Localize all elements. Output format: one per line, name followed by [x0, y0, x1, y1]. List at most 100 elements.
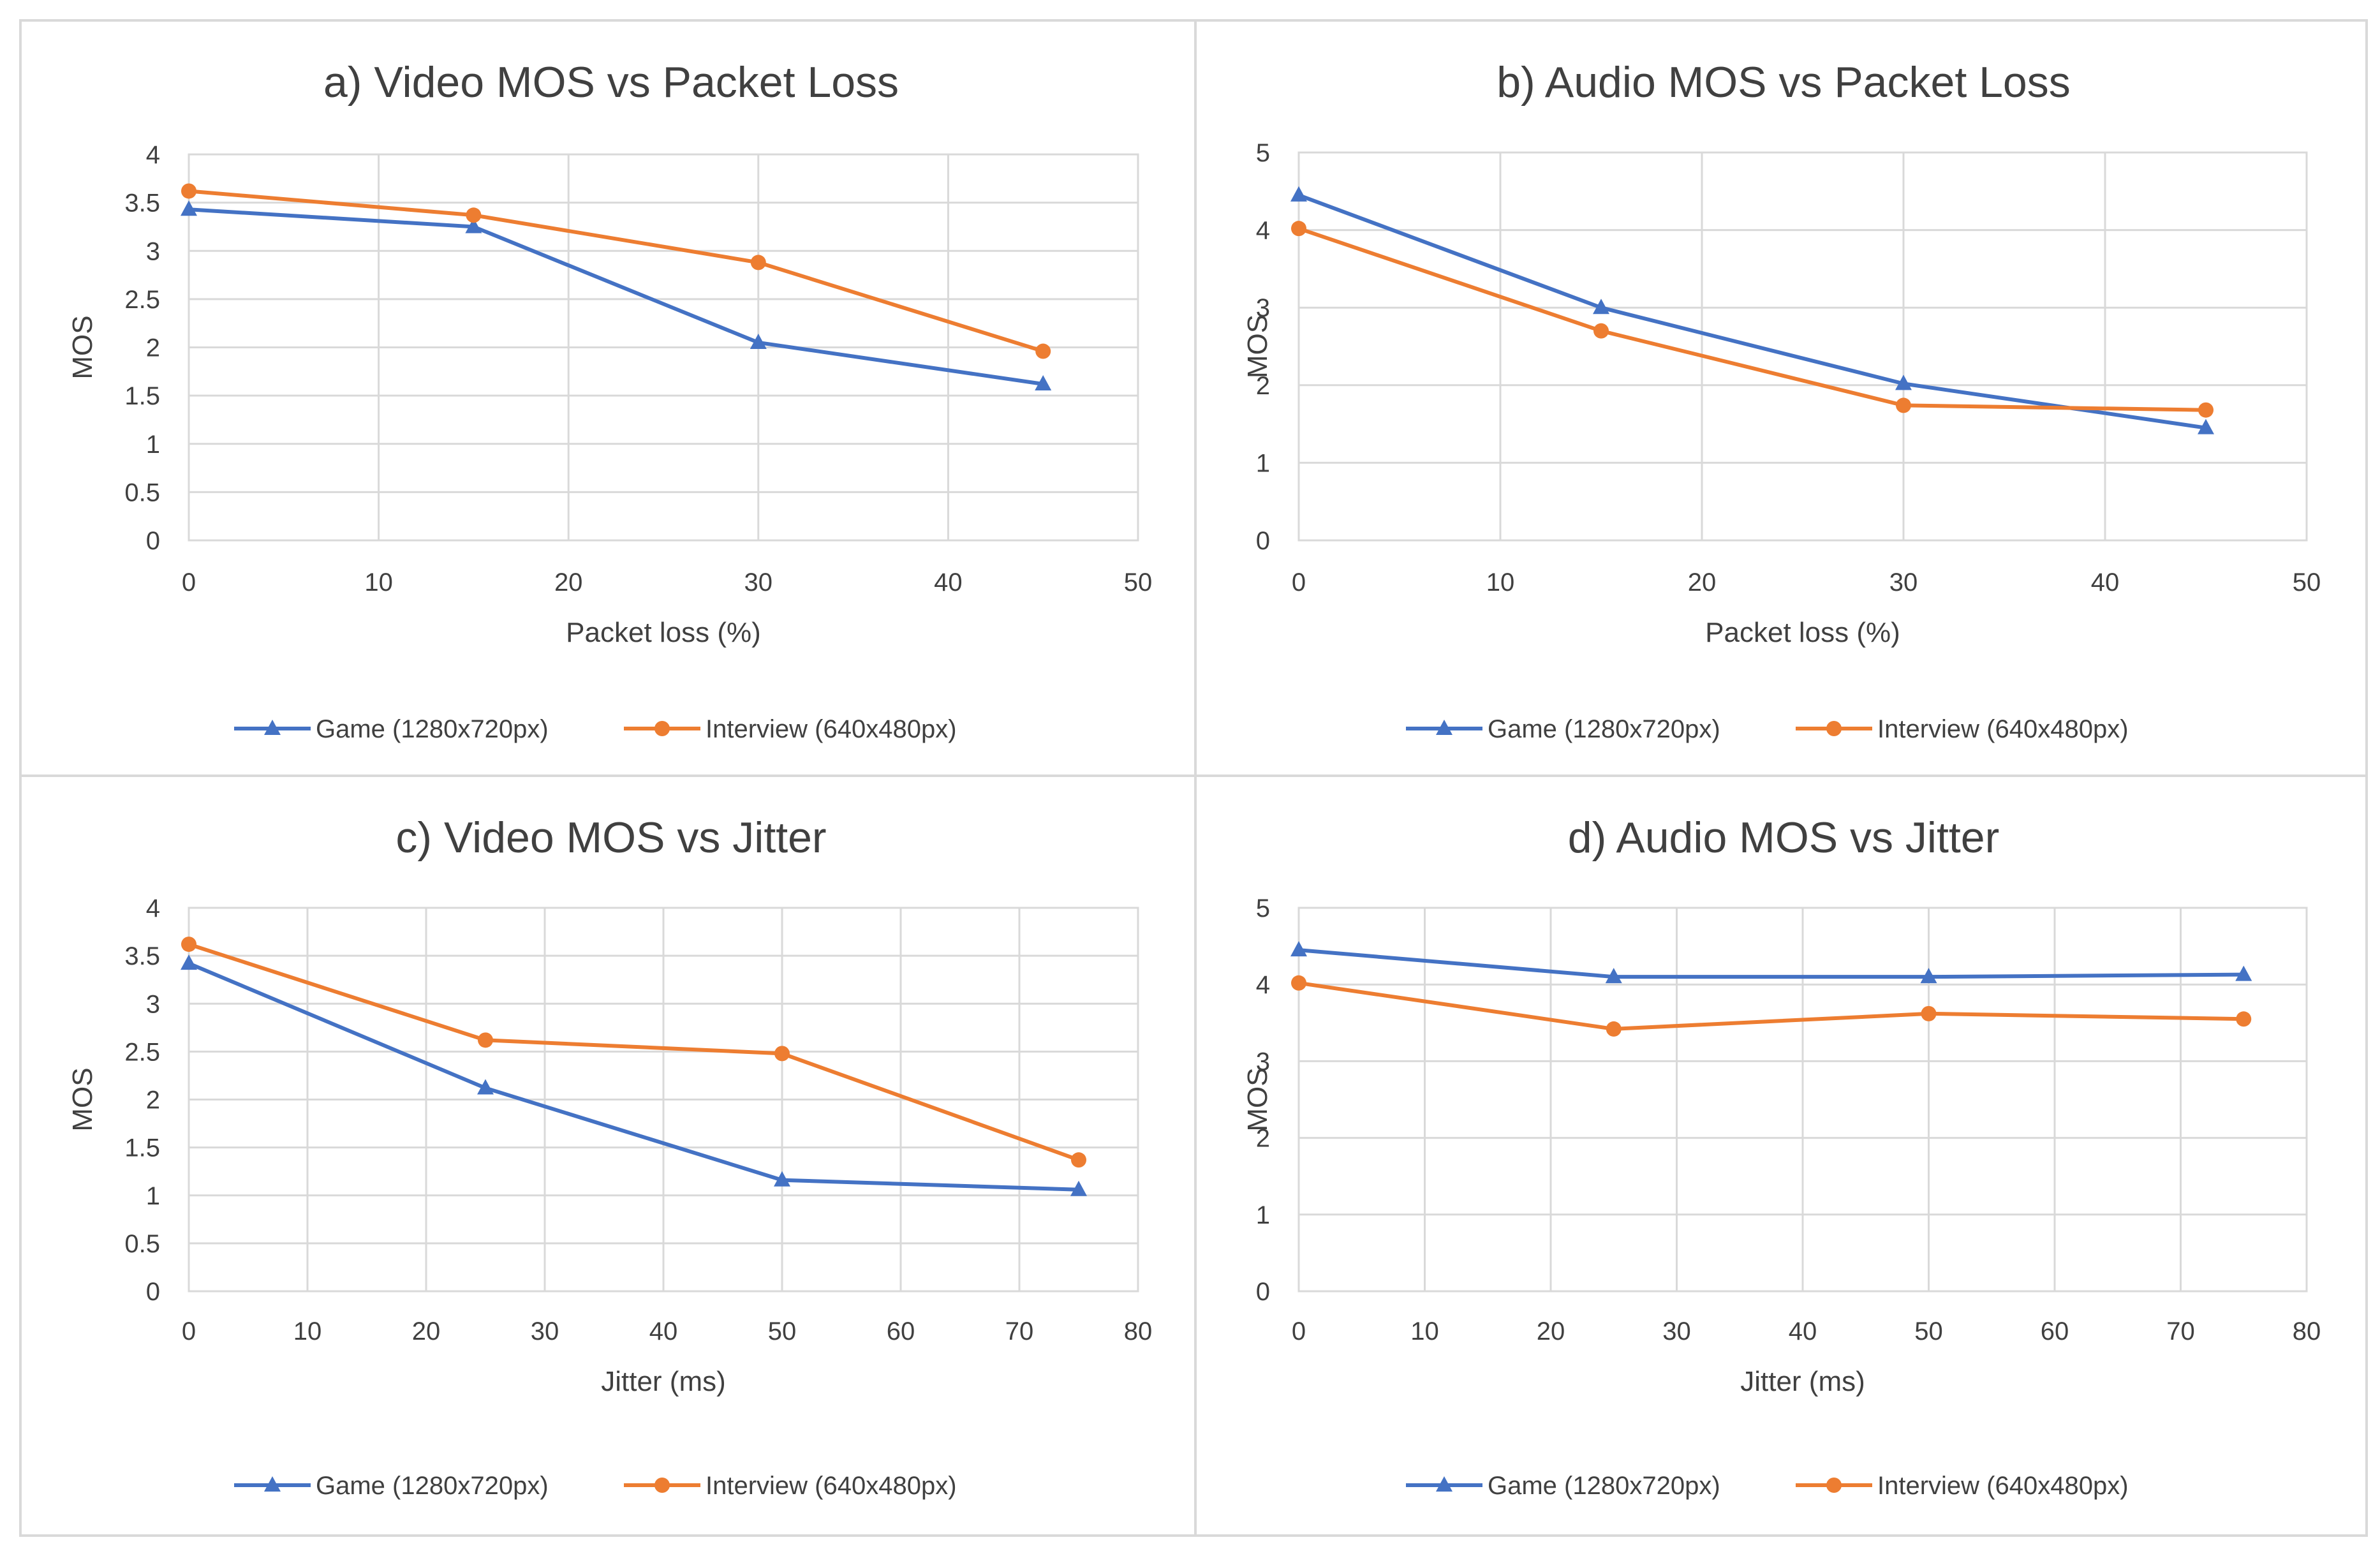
x-tick-label: 30 — [1662, 1317, 1691, 1345]
y-tick-label: 0 — [1256, 527, 1270, 555]
y-tick-label: 4 — [146, 894, 160, 922]
data-point-interview — [478, 1032, 493, 1048]
y-tick-label: 1 — [1256, 449, 1270, 477]
data-point-interview — [181, 183, 196, 199]
legend-marker-triangle — [264, 1476, 281, 1492]
x-tick-label: 50 — [2293, 568, 2321, 596]
y-tick-label: 4 — [1256, 217, 1270, 245]
x-tick-label: 50 — [768, 1317, 797, 1345]
data-point-game — [1593, 299, 1609, 315]
x-tick-label: 80 — [1124, 1317, 1153, 1345]
series-line-interview — [188, 189, 1044, 353]
legend-marker-triangle — [264, 720, 281, 735]
y-axis-label: MOS — [1242, 315, 1273, 378]
y-tick-label: 3 — [146, 237, 160, 265]
data-point-interview — [1593, 323, 1609, 339]
y-tick-label: 0 — [146, 1278, 160, 1306]
x-tick-label: 40 — [934, 568, 963, 596]
data-point-game — [1290, 186, 1307, 202]
data-point-game — [477, 1079, 494, 1095]
x-tick-label: 30 — [744, 568, 773, 596]
x-tick-label: 0 — [1292, 568, 1306, 596]
y-tick-label: 3.5 — [124, 942, 160, 970]
data-point-interview — [2236, 1011, 2252, 1027]
data-point-interview — [1291, 221, 1306, 237]
data-point-interview — [466, 207, 482, 223]
legend-label: Game (1280x720px) — [1488, 1472, 1720, 1500]
data-point-game — [181, 954, 197, 970]
data-point-game — [774, 1171, 790, 1187]
legend-label: Game (1280x720px) — [1488, 715, 1720, 743]
x-tick-label: 20 — [412, 1317, 441, 1345]
chart-panel-video-jitter: c) Video MOS vs Jitter 0 0.5 1 1.5 2 2.5 3 3.5 4 0… — [19, 774, 1198, 1537]
x-tick-label: 60 — [2041, 1317, 2069, 1345]
series-line-game — [1297, 193, 2206, 430]
legend-label: Interview (640x480px) — [706, 715, 957, 743]
data-point-game — [1605, 968, 1622, 984]
y-tick-label: 2.5 — [124, 286, 160, 314]
legend-marker-circle — [1826, 721, 1842, 736]
x-axis-label: Jitter (ms) — [1740, 1366, 1865, 1397]
series-line-interview — [1298, 226, 2206, 412]
y-tick-label: 1.5 — [124, 382, 160, 410]
x-tick-label: 40 — [2091, 568, 2120, 596]
data-point-interview — [1291, 975, 1306, 991]
series-line-interview — [1298, 981, 2244, 1031]
y-tick-label: 0 — [146, 527, 160, 555]
y-tick-label: 4 — [1256, 971, 1270, 999]
x-tick-label: 80 — [2293, 1317, 2321, 1345]
y-tick-label: 0.5 — [124, 478, 160, 507]
chart-title: c) Video MOS vs Jitter — [395, 813, 826, 862]
legend-marker-circle — [654, 1478, 670, 1493]
y-tick-label: 4 — [146, 141, 160, 169]
x-tick-label: 40 — [1789, 1317, 1817, 1345]
y-tick-label: 1.5 — [124, 1134, 160, 1162]
series-line-game — [188, 207, 1044, 386]
y-tick-label: 5 — [1256, 139, 1270, 167]
legend-marker-triangle — [1436, 720, 1452, 735]
x-tick-label: 20 — [1688, 568, 1717, 596]
x-tick-label: 20 — [554, 568, 583, 596]
y-tick-label: 3 — [146, 990, 160, 1018]
y-tick-label: 0.5 — [124, 1230, 160, 1258]
y-tick-label: 2 — [146, 334, 160, 362]
data-point-interview — [1071, 1152, 1086, 1168]
x-tick-label: 30 — [1889, 568, 1918, 596]
series-line-game — [1298, 948, 2244, 979]
x-tick-label: 0 — [182, 568, 196, 596]
chart-panel-video-packet-loss: a) Video MOS vs Packet Loss 0 0.5 1 1.5 2 2.5 3… — [19, 19, 1198, 778]
y-tick-label: 0 — [1256, 1278, 1270, 1306]
data-point-interview — [1035, 343, 1051, 359]
legend-label: Game (1280x720px) — [316, 1472, 549, 1500]
data-point-game — [181, 200, 197, 216]
legend-marker-triangle — [1436, 1476, 1452, 1492]
x-tick-label: 70 — [1005, 1317, 1034, 1345]
legend-label: Interview (640x480px) — [1877, 715, 2129, 743]
plot-area — [1297, 907, 2308, 1293]
x-tick-label: 70 — [2166, 1317, 2195, 1345]
data-point-interview — [2198, 402, 2214, 418]
x-tick-label: 50 — [1124, 568, 1153, 596]
x-tick-label: 10 — [293, 1317, 322, 1345]
x-axis-label: Jitter (ms) — [601, 1366, 726, 1397]
y-tick-label: 3 — [1256, 1048, 1270, 1076]
data-point-interview — [1606, 1021, 1622, 1037]
x-tick-label: 10 — [364, 568, 393, 596]
y-axis-label: MOS — [1242, 1067, 1273, 1131]
chart-title: d) Audio MOS vs Jitter — [1568, 813, 1999, 862]
y-tick-label: 2.5 — [124, 1038, 160, 1066]
data-point-game — [1290, 941, 1307, 957]
x-tick-label: 10 — [1486, 568, 1515, 596]
y-tick-label: 1 — [1256, 1201, 1270, 1229]
data-point-interview — [1921, 1005, 1937, 1021]
legend-marker-circle — [1826, 1478, 1842, 1493]
y-tick-label: 2 — [146, 1086, 160, 1115]
y-axis-label: MOS — [67, 1067, 98, 1131]
y-tick-label: 2 — [1256, 372, 1270, 400]
chart-title: a) Video MOS vs Packet Loss — [323, 58, 899, 107]
legend-marker-circle — [654, 721, 670, 736]
x-tick-label: 40 — [649, 1317, 678, 1345]
data-point-game — [1035, 374, 1052, 390]
chart-panel-audio-packet-loss: b) Audio MOS vs Packet Loss 0 1 2 3 4 5 0 10 20 30… — [1194, 19, 2368, 778]
